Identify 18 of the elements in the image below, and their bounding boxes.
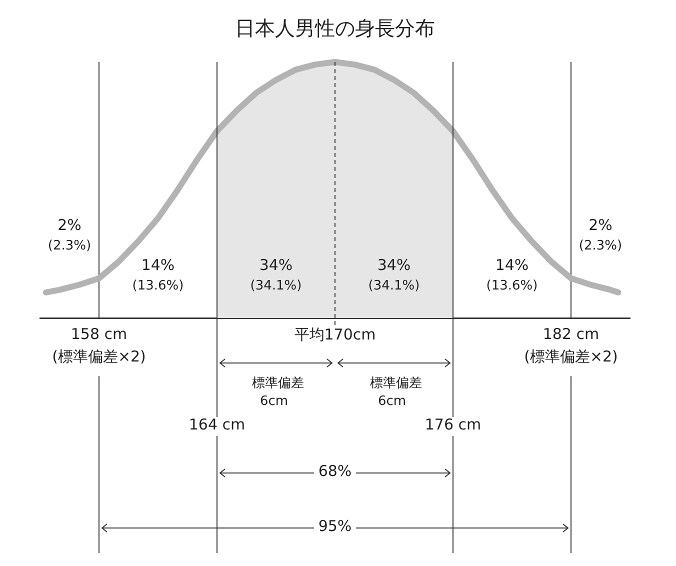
ref-line-label: 164 cm bbox=[188, 415, 246, 434]
annotation: 2% (2.3%) bbox=[48, 216, 92, 254]
chart-title: 日本人男性の身長分布 bbox=[235, 16, 435, 40]
text: (標準偏差×2) bbox=[52, 347, 146, 366]
annotation: 14% (13.6%) bbox=[486, 256, 538, 294]
x-tick-label: 158 cm bbox=[70, 324, 128, 343]
text: 標準偏差 6cm bbox=[248, 376, 304, 409]
x-tick-label: 182 cm bbox=[542, 324, 600, 343]
ref-line-label: 176 cm bbox=[424, 415, 482, 434]
annotation: 14% (13.6%) bbox=[132, 256, 184, 294]
text: 標準偏差 6cm bbox=[366, 376, 422, 409]
annotation: 34% (34.1%) bbox=[368, 256, 420, 294]
annotation: 34% (34.1%) bbox=[250, 256, 302, 294]
text: 68% bbox=[314, 462, 356, 480]
annotation: 2% (2.3%) bbox=[578, 216, 622, 254]
text: 95% bbox=[314, 517, 356, 535]
text: (標準偏差×2) bbox=[524, 347, 618, 366]
ref-line-label: 平均170cm bbox=[294, 325, 376, 344]
